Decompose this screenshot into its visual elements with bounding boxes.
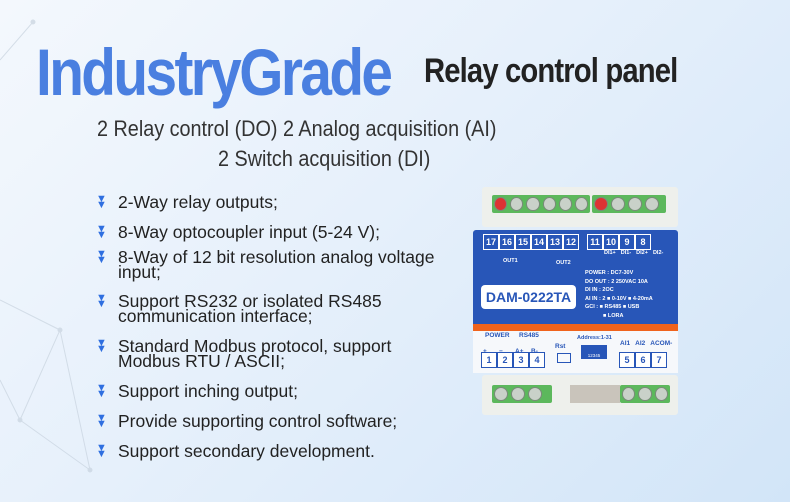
terminal-pin: 16 <box>499 234 515 250</box>
terminal-pin: 11 <box>587 234 603 250</box>
feature-text: Provide supporting control software; <box>118 411 398 431</box>
usb-port <box>570 385 620 403</box>
top-terminal-block-right <box>592 195 666 213</box>
spec-line: DI IN : 2OC <box>585 287 614 293</box>
spec-list: POWER : DC7-30V DO OUT : 2 250VAC 10A DI I… <box>585 269 653 320</box>
feature-text: 8-Way optocoupler input (5-24 V); <box>118 222 380 242</box>
di-label: DI2- <box>652 250 664 256</box>
terminal-pin: 8 <box>635 234 651 250</box>
out1-label: OUT1 <box>503 258 518 264</box>
model-label: DAM-0222TA <box>481 285 576 309</box>
subtitle-line1: 2 Relay control (DO) 2 Analog acquisitio… <box>97 116 497 141</box>
feature-text: Support secondary development. <box>118 441 375 461</box>
terminal-pin: 10 <box>603 234 619 250</box>
power-label: POWER <box>485 332 510 339</box>
double-chevron-down-icon: ▼ ▼ <box>96 412 107 430</box>
spec-line: DO OUT : 2 250VAC 10A <box>585 278 648 285</box>
spec-line: ■ LORA <box>603 312 624 319</box>
spec-line: POWER : DC7-30V <box>585 270 634 276</box>
ai-label: ACOM- <box>650 340 673 347</box>
feature-item: ▼ ▼ Support RS232 or isolated RS485 commun… <box>96 291 456 326</box>
double-chevron-down-icon: ▼ ▼ <box>96 292 107 310</box>
pin-sign: B- <box>531 348 547 355</box>
ai-label: AI1 <box>620 340 631 347</box>
terminal-pin: 7 <box>651 352 667 368</box>
feature-item: ▼ ▼ Standard Modbus protocol, support Modb… <box>96 336 456 371</box>
dip-switch: 12345 <box>581 345 607 359</box>
terminal-pin: 12 <box>563 234 579 250</box>
feature-item: ▼ ▼ Support inching output; <box>96 381 456 401</box>
spec-line: AI IN : 2 ■ 0-10V ■ 4-20mA <box>585 295 653 302</box>
bottom-panel: POWER RS485 +−A+B- 1234 Rst Address:1-31… <box>473 331 678 373</box>
double-chevron-down-icon: ▼ ▼ <box>96 442 107 460</box>
di-label: DI1+ <box>604 250 616 256</box>
feature-text: Support RS232 or isolated RS485 communic… <box>118 291 382 326</box>
double-chevron-down-icon: ▼ ▼ <box>96 337 107 355</box>
double-chevron-down-icon: ▼ ▼ <box>96 382 107 400</box>
di-label: DI2+ <box>636 250 648 256</box>
feature-text: 8-Way of 12 bit resolution analog voltag… <box>118 247 435 282</box>
terminal-pin: 9 <box>619 234 635 250</box>
pin-signs: +−A+B- <box>483 340 547 358</box>
terminal-pin: 13 <box>547 234 563 250</box>
pin-sign: A+ <box>515 348 531 355</box>
bottom-terminal-left <box>492 385 552 403</box>
subtitle-line2: 2 Switch acquisition (DI) <box>218 146 431 171</box>
terminal-pin: 3 <box>513 352 529 368</box>
ai-label: AI2 <box>635 340 646 347</box>
terminal-pin: 1 <box>481 352 497 368</box>
feature-item: ▼ ▼ Provide supporting control software; <box>96 411 456 431</box>
pin-sign: + <box>483 348 499 355</box>
address-label: Address:1-31 <box>577 335 612 341</box>
device-image: 17 16 15 14 13 12 11 10 9 8 OUT1 OUT2 DI1+ DI1- DI2… <box>470 185 690 415</box>
rst-label: Rst <box>555 343 566 350</box>
feature-item: ▼ ▼ 8-Way of 12 bit resolution analog volt… <box>96 247 456 282</box>
feature-item: ▼ ▼ 2-Way relay outputs; <box>96 192 456 212</box>
title-highlight: IndustryGrade <box>36 35 393 109</box>
front-panel: 17 16 15 14 13 12 11 10 9 8 OUT1 OUT2 DI1+ DI1- DI2… <box>473 230 678 333</box>
feature-item: ▼ ▼ Support secondary development. <box>96 441 456 461</box>
feature-text: 2-Way relay outputs; <box>118 192 278 212</box>
feature-item: ▼ ▼ 8-Way optocoupler input (5-24 V); <box>96 222 456 242</box>
rs485-label: RS485 <box>519 332 539 339</box>
double-chevron-down-icon: ▼ ▼ <box>96 248 107 266</box>
feature-text: Support inching output; <box>118 381 298 401</box>
terminal-pin: 5 <box>619 352 635 368</box>
terminal-pin: 14 <box>531 234 547 250</box>
top-pins: 17 16 15 14 13 12 11 10 9 8 <box>483 232 651 250</box>
pin-sign: − <box>499 348 515 355</box>
reset-button <box>557 353 571 363</box>
double-chevron-down-icon: ▼ ▼ <box>96 193 107 211</box>
feature-text: Standard Modbus protocol, support Modbus… <box>118 336 392 371</box>
ai-labels: AI1 AI2 ACOM- <box>620 340 672 347</box>
spec-line: GCI : ■ RS485 ■ USB <box>585 304 640 310</box>
out2-label: OUT2 <box>556 260 571 266</box>
terminal-pin: 15 <box>515 234 531 250</box>
title-rest: Relay control panel <box>424 52 678 90</box>
di-label: DI1- <box>620 250 632 256</box>
terminal-pin: 2 <box>497 352 513 368</box>
terminal-pin: 4 <box>529 352 545 368</box>
top-terminal-block-left <box>492 195 590 213</box>
double-chevron-down-icon: ▼ ▼ <box>96 223 107 241</box>
di-labels: DI1+ DI1- DI2+ DI2- <box>604 250 663 256</box>
bottom-terminal-right <box>620 385 670 403</box>
terminal-pin: 17 <box>483 234 499 250</box>
terminal-pin: 6 <box>635 352 651 368</box>
